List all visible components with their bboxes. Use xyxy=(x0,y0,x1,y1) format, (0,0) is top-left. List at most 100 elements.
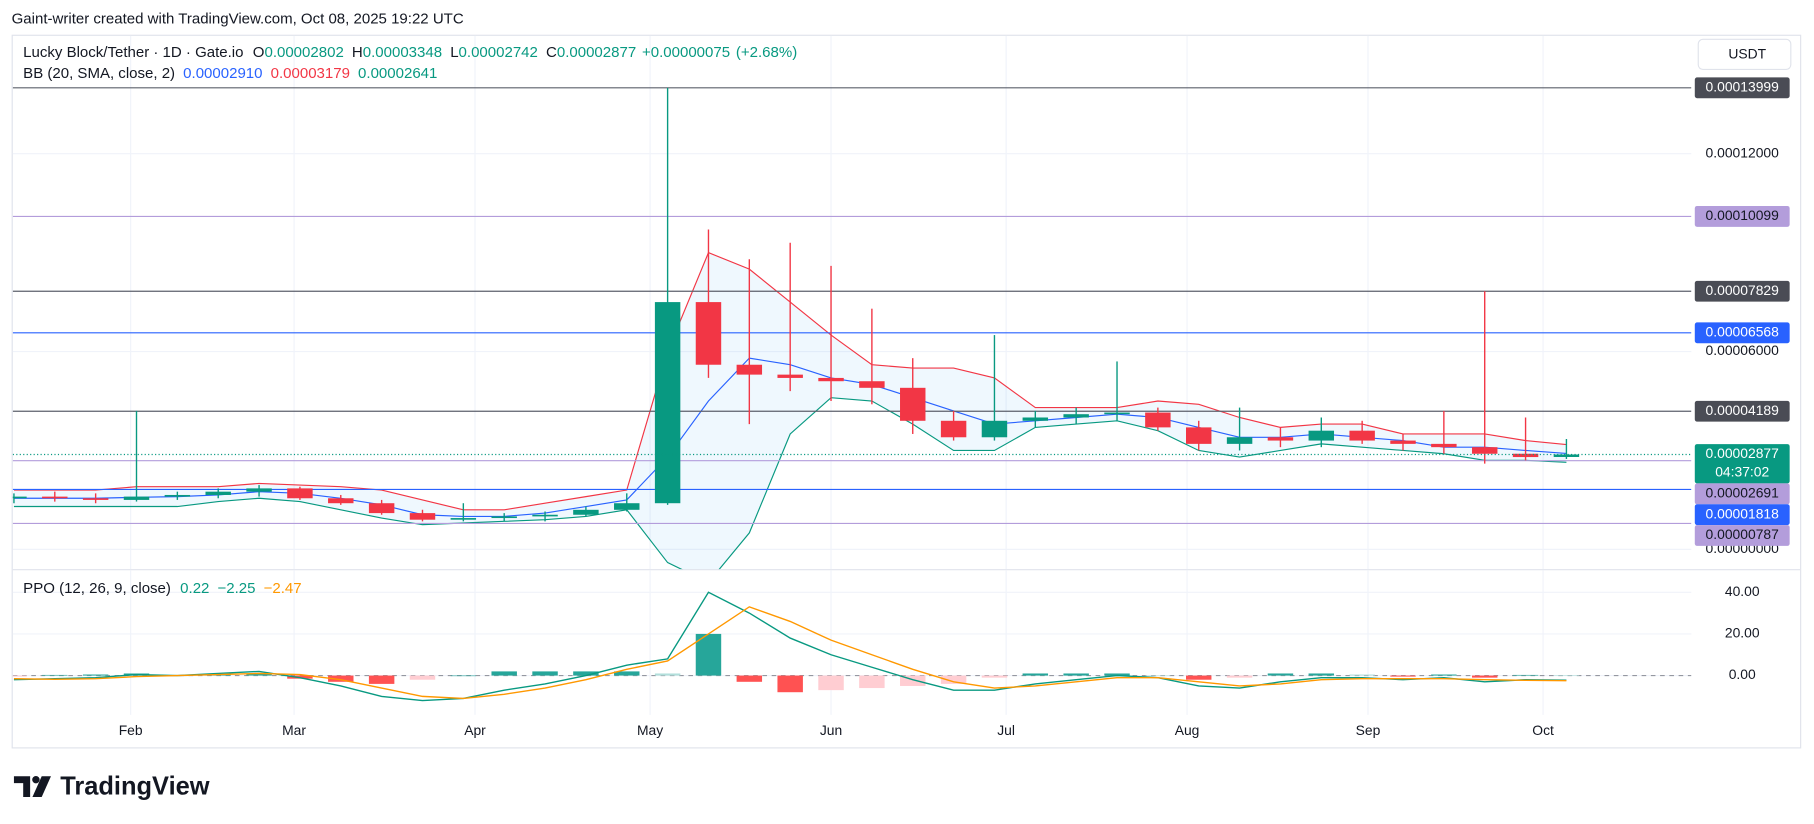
level-label-bg xyxy=(1694,322,1790,344)
level-label-bg xyxy=(1694,280,1790,302)
histogram-bar xyxy=(981,675,1008,678)
y-tick-label: 40.00 xyxy=(1725,583,1760,599)
x-tick-label: Jul xyxy=(997,722,1015,738)
last-price-label-bg xyxy=(1694,444,1790,484)
histogram-bar xyxy=(614,671,640,676)
histogram-bar xyxy=(12,675,27,677)
currency[interactable]: USDT xyxy=(1728,46,1766,62)
histogram-bar xyxy=(573,671,599,676)
level-label: 0.00013999 xyxy=(1706,78,1780,94)
candle-body xyxy=(164,494,191,497)
bb-legend: BB (20, SMA, close, 2) 0.00002910 0.000031… xyxy=(23,65,437,82)
histogram-bar xyxy=(859,675,885,689)
x-tick-label: Aug xyxy=(1175,722,1200,738)
price-pane xyxy=(12,87,1692,570)
x-tick-label: Sep xyxy=(1356,722,1381,738)
histogram-bar xyxy=(1226,675,1253,678)
level-label-bg xyxy=(1694,400,1790,422)
histogram-bar xyxy=(1308,673,1335,676)
y-tick-label: 0.00 xyxy=(1729,666,1756,682)
candle-body xyxy=(1063,414,1089,418)
brand: TradingView xyxy=(60,773,210,801)
histogram-bar xyxy=(1186,675,1212,680)
candle-body xyxy=(654,302,681,504)
candle-body xyxy=(1104,412,1130,415)
histogram-bar xyxy=(777,675,803,693)
bb-title: BB (20, SMA, close, 2) xyxy=(23,65,175,82)
candle-body xyxy=(246,488,272,492)
histogram-bar xyxy=(1349,674,1375,676)
y-tick-label: 0.00012000 xyxy=(1706,144,1780,160)
candle-body xyxy=(532,514,558,517)
candle-body xyxy=(328,498,354,504)
logo-mark xyxy=(32,776,51,798)
candle-body xyxy=(981,420,1008,438)
x-tick-label: Jun xyxy=(820,722,842,738)
histogram-bar xyxy=(1063,673,1089,676)
candle-body xyxy=(1022,417,1049,421)
ohlc-name: H xyxy=(352,44,363,61)
histogram-bar xyxy=(491,671,517,676)
ohlc-value: 0.00002802 xyxy=(264,44,343,61)
last-price-label: 0.00002877 xyxy=(1706,445,1780,461)
candle-body xyxy=(1471,447,1498,454)
countdown-label: 04:37:02 xyxy=(1715,464,1769,480)
histogram-bar xyxy=(736,675,763,682)
change-percent: (+2.68%) xyxy=(736,44,797,61)
level-label: 0.00006568 xyxy=(1706,323,1780,339)
candle-body xyxy=(123,496,150,500)
candle-body xyxy=(940,420,967,438)
ohlc-name: C xyxy=(546,44,557,61)
bb-value: 0.00003179 xyxy=(271,65,350,82)
x-tick-label: Feb xyxy=(119,722,143,738)
histogram-bar xyxy=(1512,674,1539,676)
bb-value: 0.00002910 xyxy=(183,65,262,82)
level-label-bg xyxy=(1694,504,1790,526)
currency-button[interactable] xyxy=(1697,38,1792,70)
histogram-bar xyxy=(654,673,681,676)
histogram-bar xyxy=(1471,675,1498,678)
ppo-value: −2.25 xyxy=(218,580,256,597)
candle-body xyxy=(205,491,231,495)
candle-body xyxy=(818,377,844,382)
histogram-bar xyxy=(1104,673,1130,676)
candle-body xyxy=(368,503,395,514)
ohlc-name: O xyxy=(253,44,265,61)
ppo-legend: PPO (12, 26, 9, close) 0.22 −2.25 −2.47 xyxy=(23,580,301,597)
candle-body xyxy=(82,498,109,500)
candle-body xyxy=(42,496,68,499)
histogram-bar xyxy=(1390,675,1416,677)
attribution: Gaint-writer created with TradingView.co… xyxy=(12,11,464,28)
candle-body xyxy=(1308,430,1335,441)
histogram-bar xyxy=(1145,675,1171,677)
logo-mark xyxy=(13,776,31,798)
candle-body xyxy=(614,503,640,510)
logo-mark xyxy=(32,775,40,784)
level-label-bg xyxy=(1694,205,1790,227)
candle-body xyxy=(1145,412,1171,428)
level-label: 0.00000787 xyxy=(1706,526,1780,542)
level-label: 0.00007829 xyxy=(1706,282,1780,298)
histogram-bar xyxy=(1553,675,1580,676)
level-label-bg xyxy=(1694,77,1790,99)
histogram-bar xyxy=(1267,673,1294,676)
band-line xyxy=(13,397,1567,570)
ohlc-legend: Lucky Block/Tether · 1D · Gate.io O0.0000… xyxy=(23,44,797,61)
level-label: 0.00004189 xyxy=(1706,402,1780,418)
ppo-pane xyxy=(12,591,1692,702)
histogram-bar xyxy=(1022,673,1049,676)
y-tick-label: 0.00006000 xyxy=(1706,342,1780,358)
candle-body xyxy=(409,513,436,520)
candle-body xyxy=(859,381,885,388)
x-tick-label: Mar xyxy=(282,722,306,738)
level-label: 0.00010099 xyxy=(1706,207,1780,223)
candle-body xyxy=(736,364,763,375)
x-tick-label: May xyxy=(637,722,663,738)
histogram-bar xyxy=(900,675,926,686)
candle-body xyxy=(1553,454,1580,457)
histogram-value: 0.22 xyxy=(180,580,209,597)
histogram-bar xyxy=(532,671,558,676)
candle-body xyxy=(491,516,517,519)
